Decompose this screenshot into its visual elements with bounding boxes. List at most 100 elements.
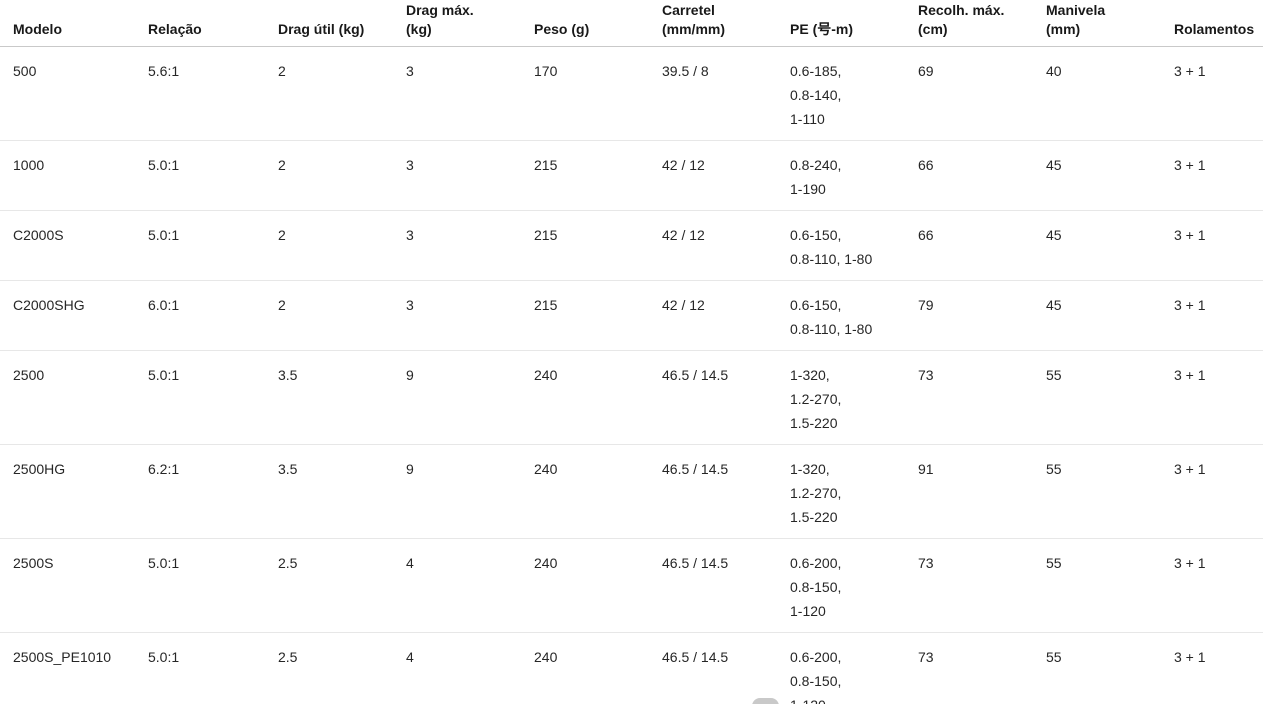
cell-drag_max: 3	[406, 280, 534, 351]
cell-rolamentos: 3 + 1	[1174, 538, 1263, 633]
cell-relacao: 5.0:1	[148, 210, 278, 281]
column-header-drag_util: Drag útil (kg)	[278, 0, 406, 47]
cell-drag_util: 2	[278, 140, 406, 211]
cell-recolh_max: 73	[918, 632, 1046, 704]
cell-peso: 240	[534, 538, 662, 633]
cell-rolamentos: 3 + 1	[1174, 350, 1263, 445]
table-row: 2500S 5.0:1 2.5 4 240 46.5 / 14.5 0.6-200, 0.8…	[0, 538, 1263, 633]
cell-manivela: 45	[1046, 210, 1174, 281]
cell-modelo: 2500S	[0, 538, 148, 633]
cell-carretel: 46.5 / 14.5	[662, 350, 790, 445]
cell-drag_max: 4	[406, 538, 534, 633]
cell-pe: 0.6-200, 0.8-150, 1-120	[790, 632, 918, 704]
cell-drag_util: 2	[278, 280, 406, 351]
cell-recolh_max: 66	[918, 210, 1046, 281]
cell-relacao: 5.0:1	[148, 350, 278, 445]
cell-drag_util: 2	[278, 46, 406, 141]
cell-manivela: 55	[1046, 444, 1174, 539]
table-header: Modelo Relação Drag útil (kg) Drag máx. (kg…	[0, 0, 1263, 47]
cell-peso: 215	[534, 140, 662, 211]
cell-manivela: 55	[1046, 538, 1174, 633]
partial-element-bottom-edge	[752, 698, 779, 704]
cell-peso: 240	[534, 444, 662, 539]
column-header-relacao: Relação	[148, 0, 278, 47]
cell-peso: 215	[534, 280, 662, 351]
cell-recolh_max: 69	[918, 46, 1046, 141]
cell-rolamentos: 3 + 1	[1174, 140, 1263, 211]
cell-modelo: 2500	[0, 350, 148, 445]
cell-carretel: 46.5 / 14.5	[662, 632, 790, 704]
cell-pe: 1-320, 1.2-270, 1.5-220	[790, 444, 918, 539]
table-row: 2500 5.0:1 3.5 9 240 46.5 / 14.5 1-320, 1.2-27…	[0, 350, 1263, 445]
cell-modelo: 2500HG	[0, 444, 148, 539]
cell-relacao: 5.6:1	[148, 46, 278, 141]
cell-rolamentos: 3 + 1	[1174, 46, 1263, 141]
cell-drag_max: 3	[406, 140, 534, 211]
cell-modelo: 2500S_PE1010	[0, 632, 148, 704]
cell-drag_max: 9	[406, 350, 534, 445]
table-row: 500 5.6:1 2 3 170 39.5 / 8 0.6-185, 0.8-140, 1…	[0, 46, 1263, 141]
cell-rolamentos: 3 + 1	[1174, 210, 1263, 281]
column-header-pe: PE (号-m)	[790, 0, 918, 47]
cell-manivela: 55	[1046, 350, 1174, 445]
cell-manivela: 45	[1046, 140, 1174, 211]
cell-pe: 1-320, 1.2-270, 1.5-220	[790, 350, 918, 445]
cell-rolamentos: 3 + 1	[1174, 280, 1263, 351]
cell-rolamentos: 3 + 1	[1174, 632, 1263, 704]
table-row: 2500HG 6.2:1 3.5 9 240 46.5 / 14.5 1-320, 1.2-…	[0, 444, 1263, 539]
cell-peso: 240	[534, 350, 662, 445]
cell-manivela: 55	[1046, 632, 1174, 704]
cell-drag_util: 3.5	[278, 350, 406, 445]
cell-drag_max: 3	[406, 210, 534, 281]
cell-manivela: 40	[1046, 46, 1174, 141]
cell-recolh_max: 73	[918, 350, 1046, 445]
cell-modelo: C2000SHG	[0, 280, 148, 351]
cell-peso: 240	[534, 632, 662, 704]
cell-drag_util: 2.5	[278, 538, 406, 633]
cell-recolh_max: 66	[918, 140, 1046, 211]
cell-drag_util: 2.5	[278, 632, 406, 704]
cell-relacao: 5.0:1	[148, 538, 278, 633]
cell-recolh_max: 79	[918, 280, 1046, 351]
cell-drag_max: 3	[406, 46, 534, 141]
cell-carretel: 46.5 / 14.5	[662, 444, 790, 539]
cell-pe: 0.6-185, 0.8-140, 1-110	[790, 46, 918, 141]
table-body: 500 5.6:1 2 3 170 39.5 / 8 0.6-185, 0.8-140, 1…	[0, 46, 1263, 704]
cell-carretel: 42 / 12	[662, 280, 790, 351]
cell-carretel: 42 / 12	[662, 140, 790, 211]
table-row: C2000S 5.0:1 2 3 215 42 / 12 0.6-150, 0.8-110,…	[0, 210, 1263, 281]
column-header-manivela: Manivela (mm)	[1046, 0, 1174, 47]
cell-pe: 0.6-150, 0.8-110, 1-80	[790, 280, 918, 351]
column-header-rolamentos: Rolamentos	[1174, 0, 1263, 47]
cell-manivela: 45	[1046, 280, 1174, 351]
cell-modelo: 500	[0, 46, 148, 141]
cell-modelo: 1000	[0, 140, 148, 211]
cell-recolh_max: 91	[918, 444, 1046, 539]
cell-peso: 170	[534, 46, 662, 141]
cell-drag_util: 2	[278, 210, 406, 281]
cell-modelo: C2000S	[0, 210, 148, 281]
cell-carretel: 42 / 12	[662, 210, 790, 281]
cell-drag_util: 3.5	[278, 444, 406, 539]
cell-drag_max: 9	[406, 444, 534, 539]
header-row: Modelo Relação Drag útil (kg) Drag máx. (kg…	[0, 0, 1263, 47]
cell-rolamentos: 3 + 1	[1174, 444, 1263, 539]
cell-relacao: 5.0:1	[148, 632, 278, 704]
cell-relacao: 5.0:1	[148, 140, 278, 211]
cell-drag_max: 4	[406, 632, 534, 704]
cell-pe: 0.8-240, 1-190	[790, 140, 918, 211]
column-header-modelo: Modelo	[0, 0, 148, 47]
column-header-recolh_max: Recolh. máx. (cm)	[918, 0, 1046, 47]
cell-peso: 215	[534, 210, 662, 281]
cell-pe: 0.6-200, 0.8-150, 1-120	[790, 538, 918, 633]
column-header-peso: Peso (g)	[534, 0, 662, 47]
cell-pe: 0.6-150, 0.8-110, 1-80	[790, 210, 918, 281]
column-header-drag_max: Drag máx. (kg)	[406, 0, 534, 47]
cell-carretel: 39.5 / 8	[662, 46, 790, 141]
cell-carretel: 46.5 / 14.5	[662, 538, 790, 633]
table-row: 2500S_PE1010 5.0:1 2.5 4 240 46.5 / 14.5 0.6-2…	[0, 632, 1263, 704]
table-row: 1000 5.0:1 2 3 215 42 / 12 0.8-240, 1-190 66 45 3…	[0, 140, 1263, 211]
cell-recolh_max: 73	[918, 538, 1046, 633]
